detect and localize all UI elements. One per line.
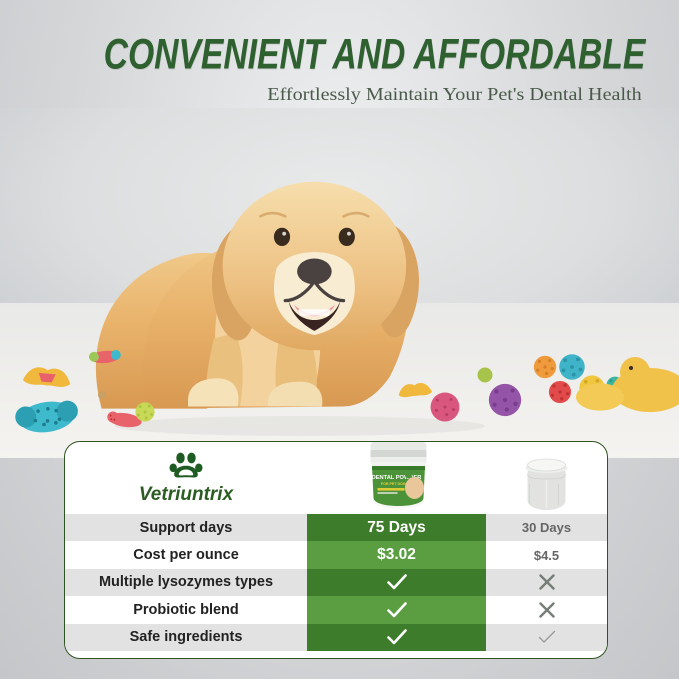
svg-text:FOR PET DOGS: FOR PET DOGS [381, 482, 409, 486]
